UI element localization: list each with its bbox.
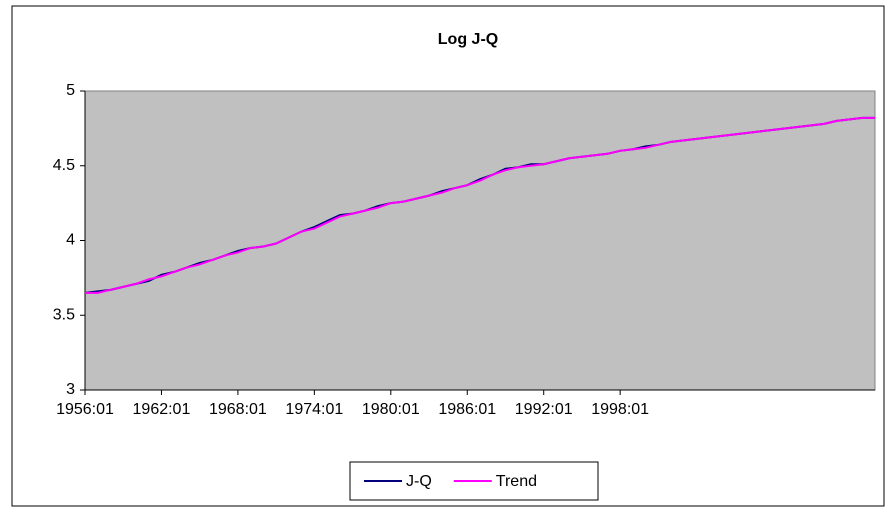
y-tick-label: 3 xyxy=(66,381,75,398)
y-tick-label: 4 xyxy=(66,232,75,249)
chart-title: Log J-Q xyxy=(438,31,498,48)
x-tick-label: 1956:01 xyxy=(56,401,114,418)
legend-label: Trend xyxy=(496,473,537,490)
x-tick-label: 1992:01 xyxy=(515,401,573,418)
x-tick-label: 1968:01 xyxy=(209,401,267,418)
x-tick-label: 1986:01 xyxy=(438,401,496,418)
legend-label: J-Q xyxy=(406,473,432,490)
series-line xyxy=(85,116,875,294)
x-tick-label: 1962:01 xyxy=(133,401,191,418)
y-tick-label: 3.5 xyxy=(53,306,75,323)
y-tick-label: 4.5 xyxy=(53,157,75,174)
plot-area xyxy=(84,90,876,391)
x-tick-label: 1980:01 xyxy=(362,401,420,418)
x-tick-label: 1974:01 xyxy=(285,401,343,418)
x-tick-label: 1998:01 xyxy=(591,401,649,418)
y-tick-label: 5 xyxy=(66,82,75,99)
